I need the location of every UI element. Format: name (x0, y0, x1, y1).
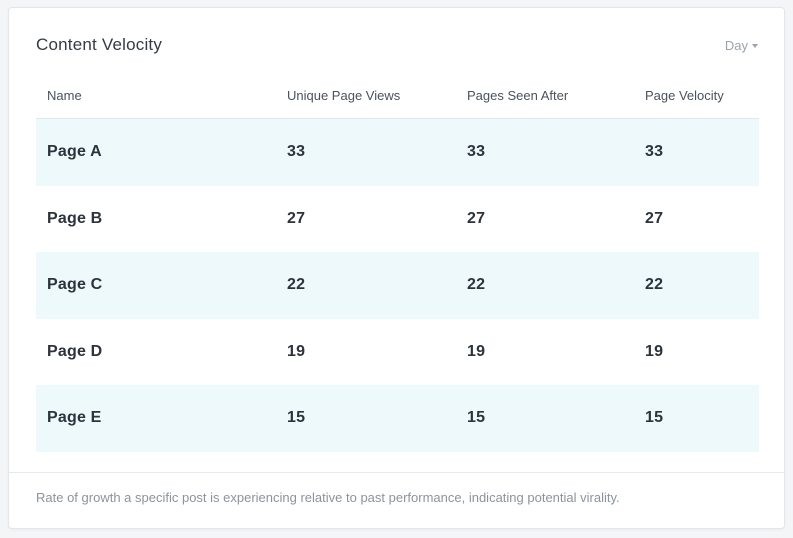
page-velocity-cell: 27 (645, 209, 664, 227)
card-header: Content Velocity Day (36, 35, 758, 59)
pages-seen-after-cell: 27 (467, 209, 486, 227)
page-velocity-cell: 33 (645, 143, 664, 161)
metric-description: Rate of growth a specific post is experi… (36, 490, 620, 505)
card-footer: Rate of growth a specific post is experi… (9, 472, 784, 530)
table-row[interactable]: Page B 27 27 27 (36, 186, 759, 253)
pages-seen-after-cell: 33 (467, 143, 486, 161)
page-name-cell: Page E (47, 409, 102, 427)
column-header-unique-page-views[interactable]: Unique Page Views (287, 88, 401, 103)
page-name-cell: Page D (47, 342, 103, 360)
page-name-cell: Page A (47, 143, 102, 161)
table-row[interactable]: Page C 22 22 22 (36, 252, 759, 319)
page-name-cell: Page B (47, 209, 103, 227)
page-velocity-cell: 19 (645, 342, 664, 360)
column-header-pages-seen-after[interactable]: Pages Seen After (467, 88, 569, 103)
unique-page-views-cell: 15 (287, 409, 306, 427)
unique-page-views-cell: 33 (287, 143, 306, 161)
unique-page-views-cell: 19 (287, 342, 306, 360)
content-velocity-card: Content Velocity Day Name Unique Page Vi… (8, 7, 785, 529)
card-title: Content Velocity (36, 35, 163, 54)
caret-down-icon (752, 44, 758, 48)
pages-seen-after-cell: 19 (467, 342, 486, 360)
page-name-cell: Page C (47, 276, 103, 294)
column-header-name[interactable]: Name (47, 88, 82, 103)
period-dropdown[interactable]: Day (725, 38, 758, 53)
pages-seen-after-cell: 22 (467, 276, 486, 294)
column-header-page-velocity[interactable]: Page Velocity (645, 88, 724, 103)
period-dropdown-label: Day (724, 38, 748, 53)
table-row[interactable]: Page D 19 19 19 (36, 319, 759, 386)
page-velocity-cell: 15 (645, 409, 664, 427)
page-velocity-cell: 22 (645, 276, 664, 294)
table-header: Name Unique Page Views Pages Seen After … (36, 84, 759, 119)
table-row[interactable]: Page E 15 15 15 (36, 385, 759, 452)
unique-page-views-cell: 22 (287, 276, 306, 294)
unique-page-views-cell: 27 (287, 209, 306, 227)
pages-seen-after-cell: 15 (467, 409, 486, 427)
table-row[interactable]: Page A 33 33 33 (36, 119, 759, 186)
content-velocity-table: Name Unique Page Views Pages Seen After … (36, 84, 759, 452)
